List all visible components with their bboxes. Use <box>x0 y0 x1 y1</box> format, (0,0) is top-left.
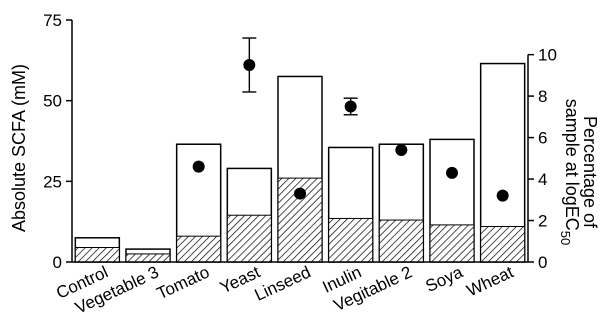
y2-tick-label-0: 0 <box>538 253 547 272</box>
hatched-bar-6 <box>378 219 424 263</box>
y2-tick-label-4: 8 <box>538 87 547 106</box>
x-category-label-7: Soya <box>423 262 467 296</box>
data-point-5 <box>344 100 357 113</box>
y-axis-title: Absolute SCFA (mM) <box>9 64 29 232</box>
hatched-bar-2 <box>176 235 222 263</box>
hatched-bar-0 <box>74 246 120 263</box>
hatched-bar-1 <box>125 253 171 263</box>
data-point-8 <box>496 189 509 202</box>
data-point-6 <box>395 144 408 157</box>
y-tick-label-0: 0 <box>53 253 62 272</box>
x-category-label-4: Linseed <box>252 262 314 304</box>
y2-tick-label-5: 10 <box>538 46 557 65</box>
x-category-label-2: Tomato <box>154 262 213 303</box>
data-point-7 <box>446 166 458 179</box>
y2-axis-title-line2: sample at logEC50 <box>558 99 582 246</box>
x-category-label-8: Wheat <box>464 262 517 300</box>
y-tick-label-2: 50 <box>43 92 62 111</box>
y2-axis-title-subscript: 50 <box>558 231 573 245</box>
y-tick-label-1: 25 <box>43 172 62 191</box>
y2-axis-title-line1: Percentage of <box>580 116 600 229</box>
y2-axis-title-main: sample at logEC <box>562 99 582 231</box>
hatched-bar-8 <box>480 226 526 263</box>
y2-tick-label-3: 6 <box>538 129 547 148</box>
data-point-2 <box>192 160 205 173</box>
hatched-bar-3 <box>226 214 272 263</box>
y2-tick-label-1: 2 <box>538 212 547 231</box>
y-tick-label-3: 75 <box>43 11 62 30</box>
y2-tick-label-2: 4 <box>538 170 547 189</box>
hatched-bar-5 <box>328 217 374 263</box>
data-point-3 <box>243 58 256 71</box>
hatched-bar-7 <box>429 224 475 263</box>
data-point-4 <box>294 187 306 200</box>
